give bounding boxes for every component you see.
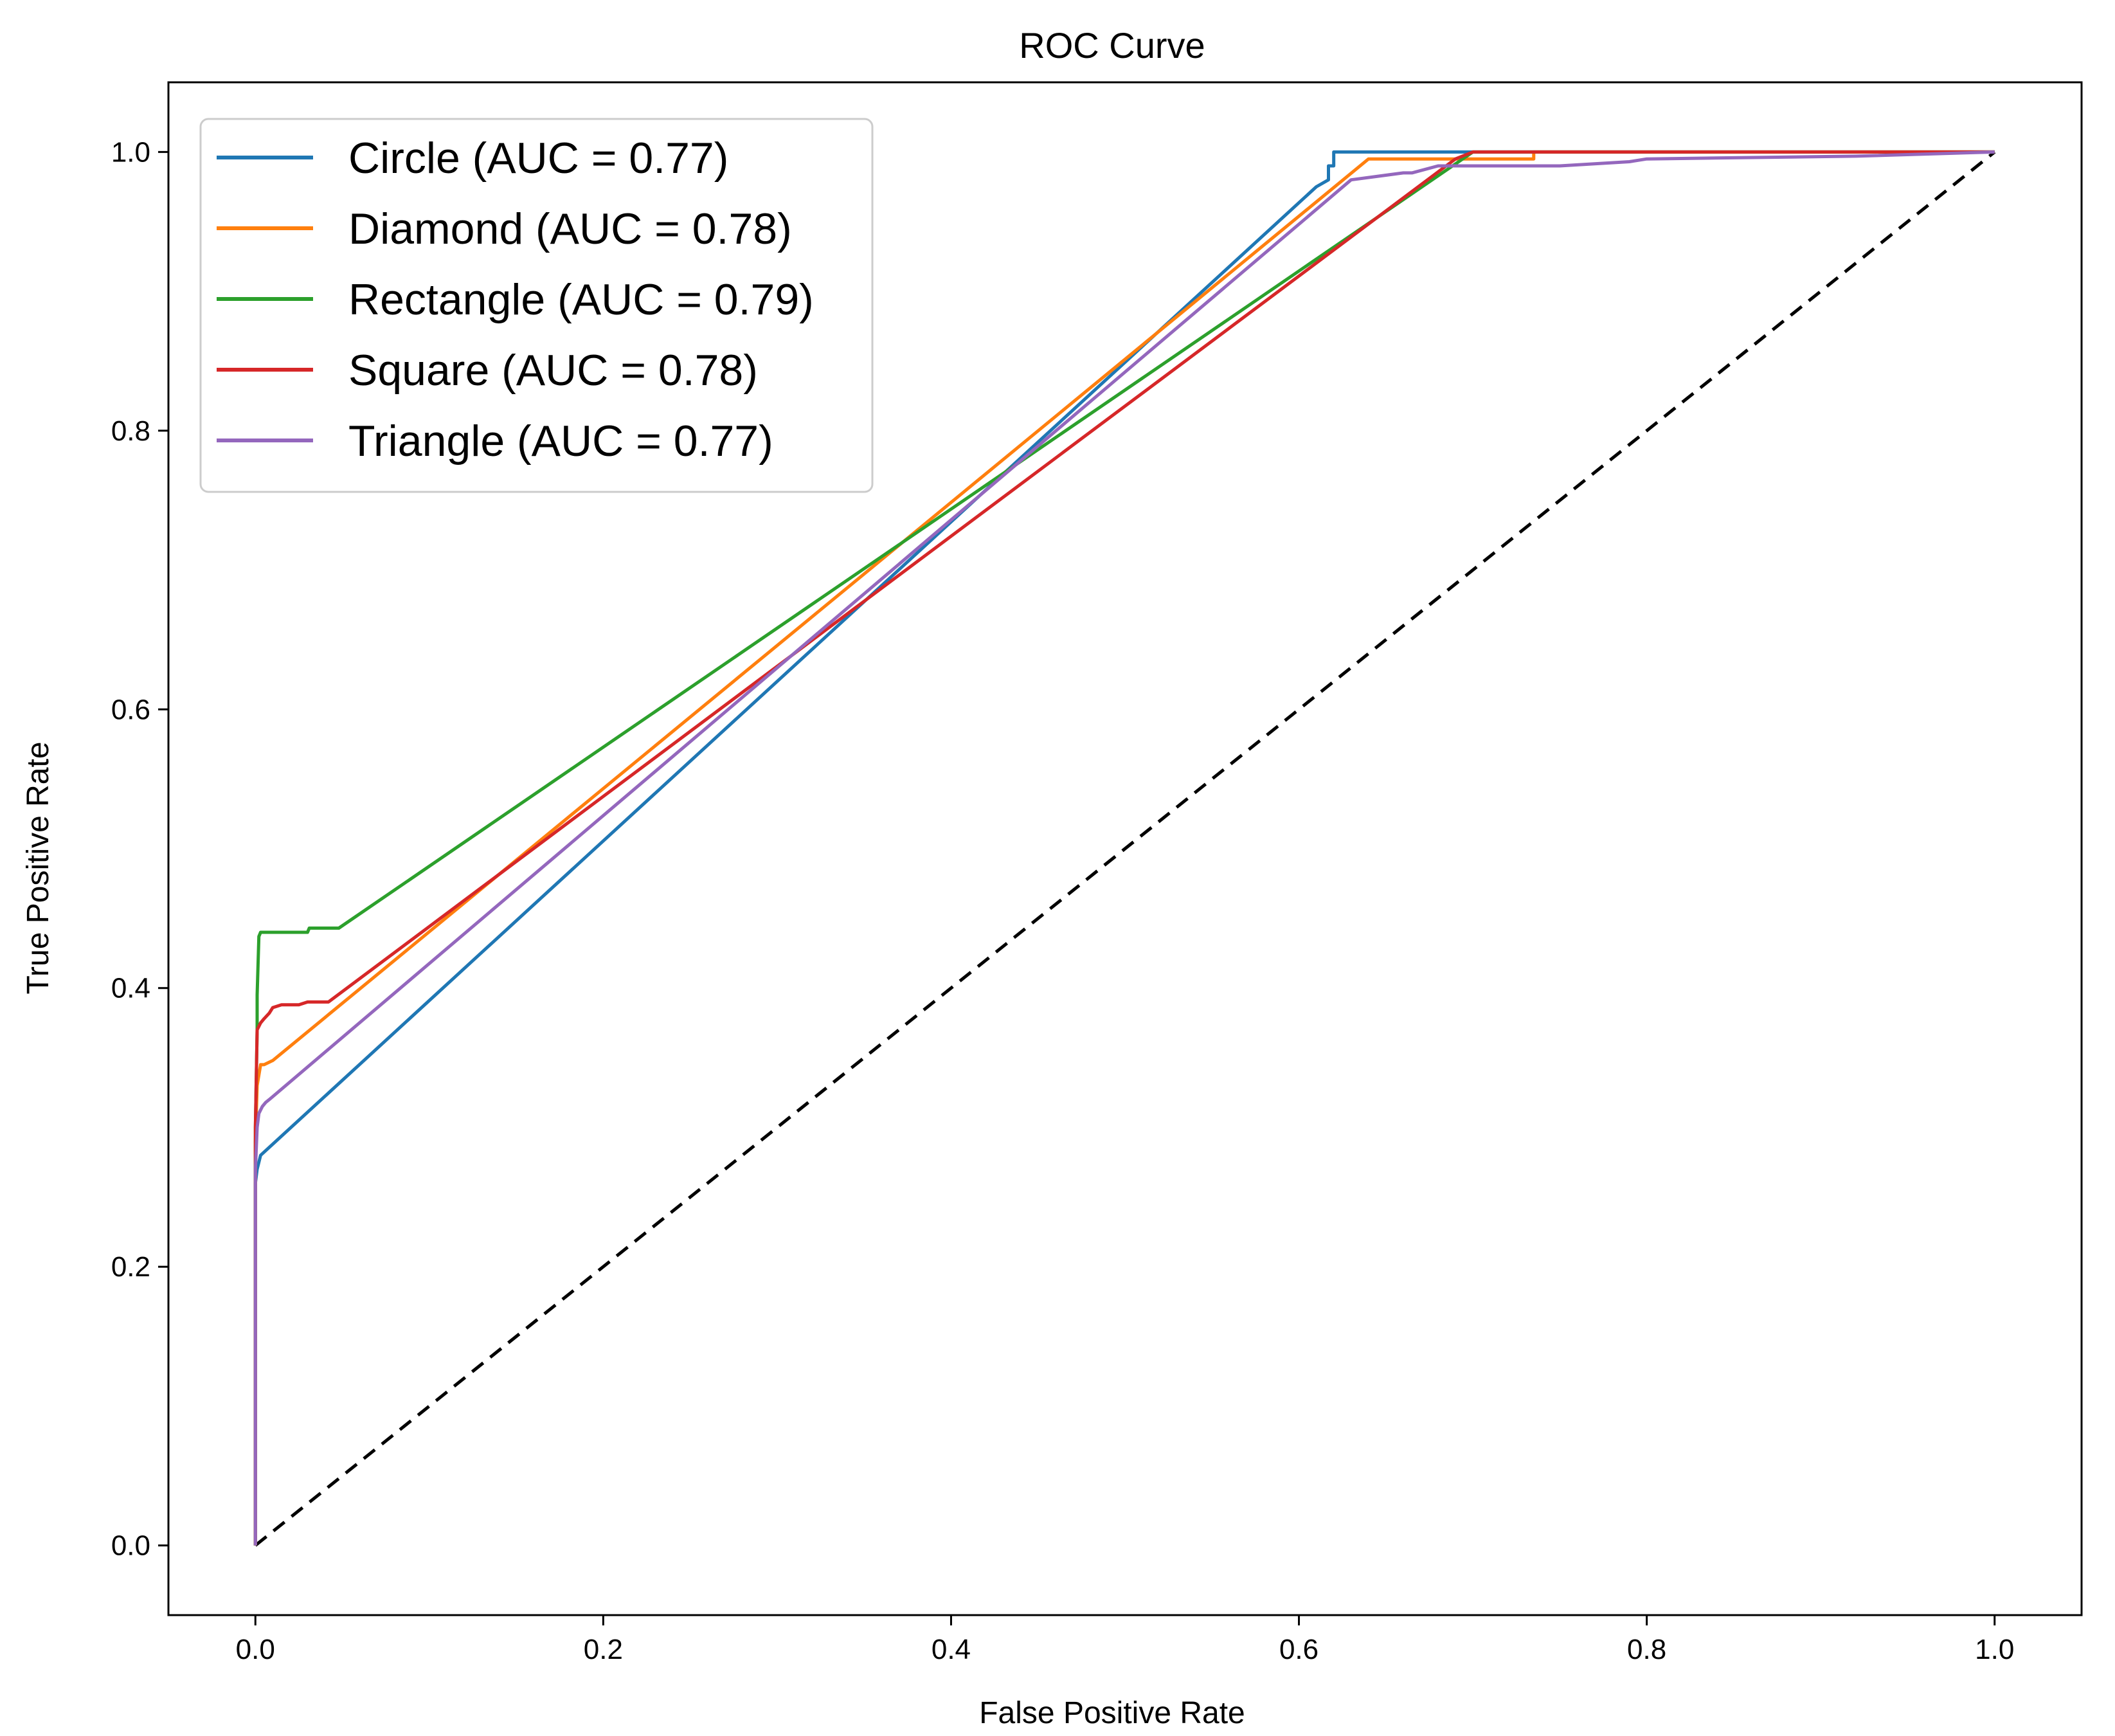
x-tick-label: 0.0 [236, 1634, 275, 1665]
legend-entry-label: Square (AUC = 0.78) [348, 346, 758, 395]
x-tick-label: 0.6 [1279, 1634, 1318, 1665]
y-tick-label: 0.0 [111, 1530, 150, 1562]
y-tick-label: 0.4 [111, 973, 150, 1004]
x-tick-label: 0.2 [584, 1634, 623, 1665]
y-tick-label: 0.8 [111, 415, 150, 447]
chance-diagonal-line [254, 150, 1996, 1547]
x-axis-ticks: 0.0 0.2 0.4 0.6 0.8 1.0 [236, 1615, 2014, 1665]
legend-entry-label: Diamond (AUC = 0.78) [348, 204, 792, 253]
series-line-square [253, 150, 1995, 1546]
legend-entry-label: Rectangle (AUC = 0.79) [348, 275, 814, 324]
y-tick-label: 0.6 [111, 694, 150, 725]
legend: Circle (AUC = 0.77) Diamond (AUC = 0.78) R… [199, 118, 874, 493]
series-line-triangle [253, 150, 1995, 1546]
y-tick-label: 1.0 [111, 136, 150, 168]
y-axis-label: True Positive Rate [21, 741, 55, 994]
legend-box [199, 118, 874, 493]
legend-entry-label: Triangle (AUC = 0.77) [348, 417, 773, 466]
x-tick-label: 1.0 [1975, 1634, 2014, 1665]
y-axis-ticks: 0.0 0.2 0.4 0.6 0.8 1.0 [111, 136, 168, 1562]
x-tick-label: 0.4 [932, 1634, 971, 1665]
series-layer [253, 150, 1996, 1547]
plot-area: 0.0 0.2 0.4 0.6 0.8 1.0 0.0 0.2 0.4 0.6 0.8 1.0 [111, 81, 2083, 1665]
x-tick-label: 0.8 [1627, 1634, 1666, 1665]
axes-frame [167, 81, 2083, 1616]
chart-title: ROC Curve [1019, 25, 1205, 66]
x-axis-label: False Positive Rate [979, 1696, 1245, 1730]
y-tick-label: 0.2 [111, 1251, 150, 1283]
legend-entry-label: Circle (AUC = 0.77) [348, 134, 728, 183]
